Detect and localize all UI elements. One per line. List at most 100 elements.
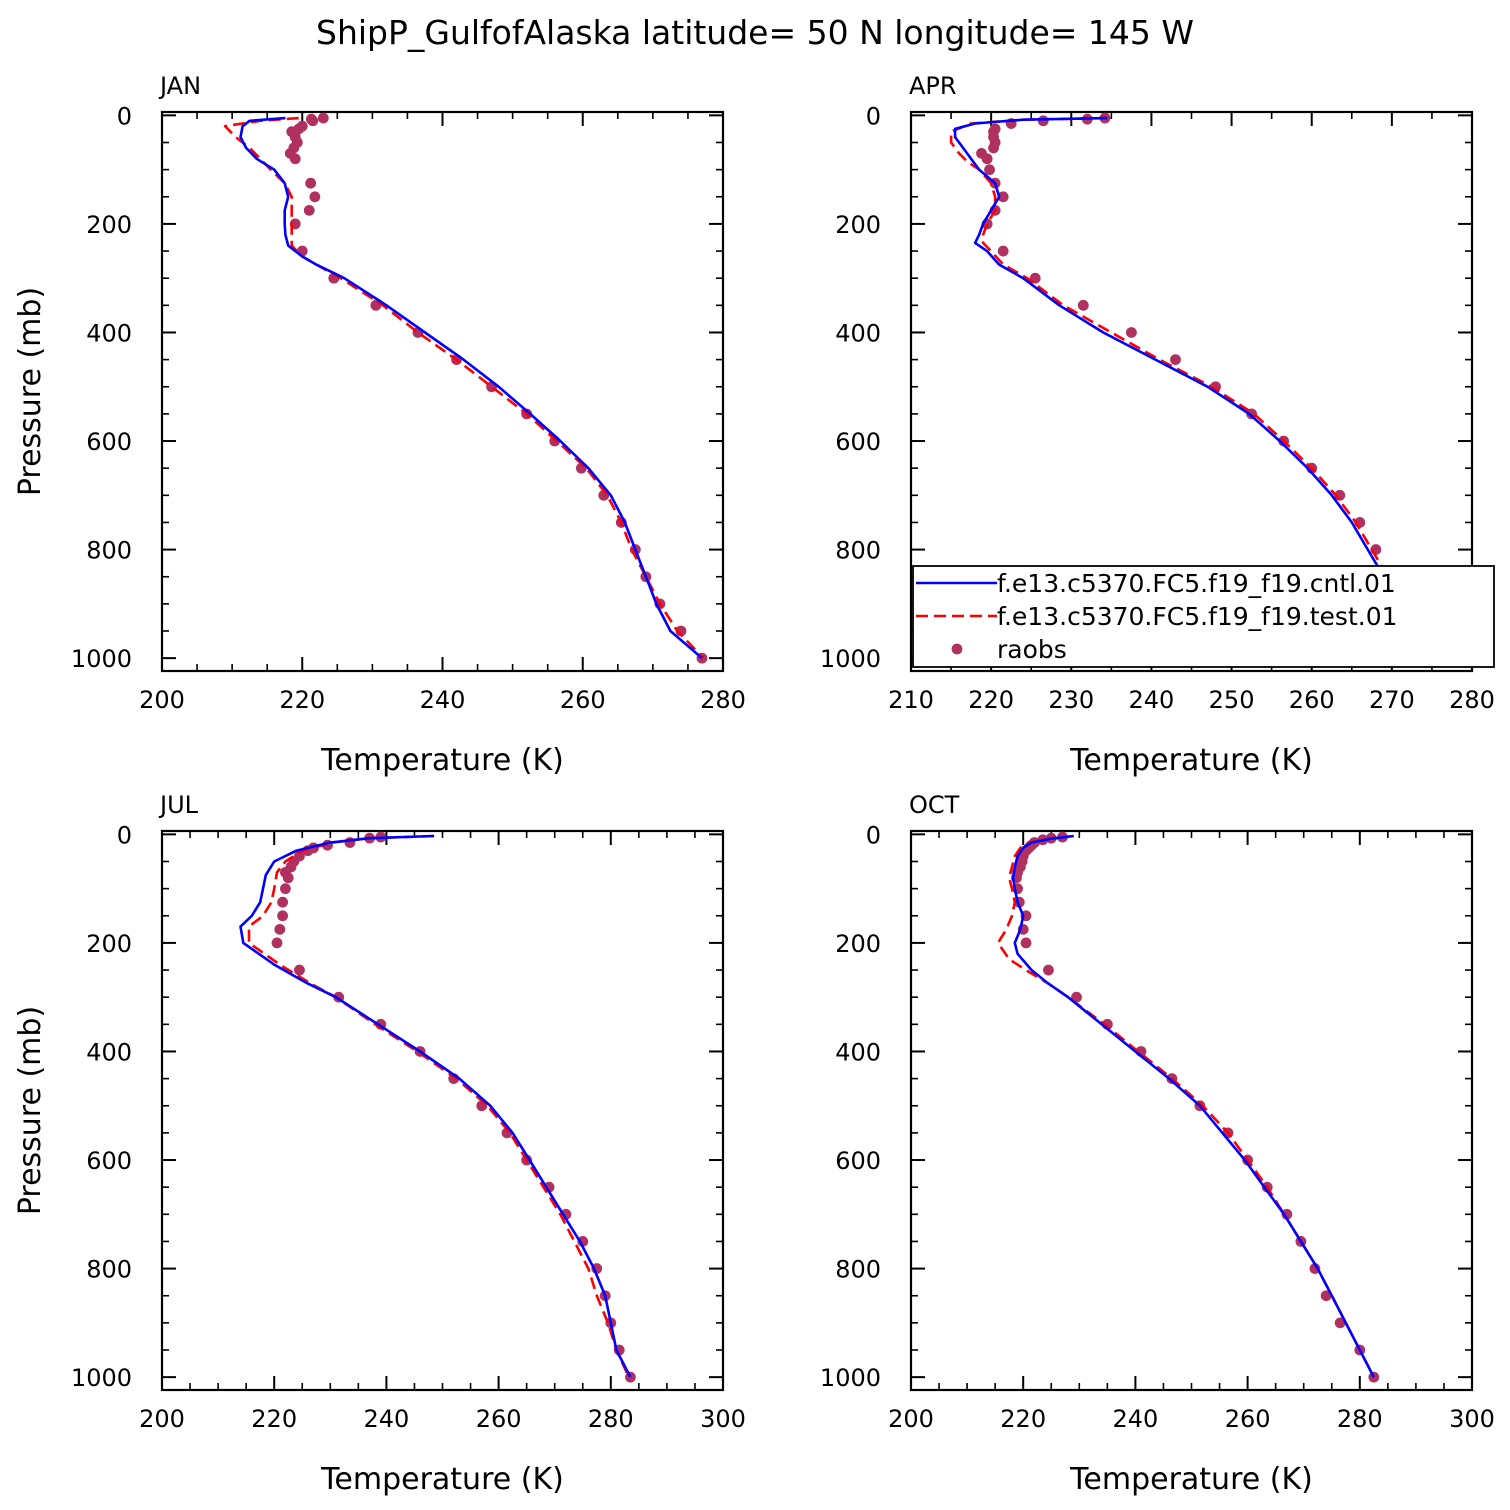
panel-label: JUL — [158, 791, 199, 819]
y-tick-label: 200 — [86, 211, 132, 239]
x-tick-label: 220 — [279, 686, 325, 714]
raobs-point — [1170, 354, 1181, 366]
x-tick-label: 270 — [1369, 686, 1415, 714]
y-tick-label: 0 — [117, 821, 132, 849]
y-tick-label: 200 — [86, 930, 132, 958]
y-tick-label: 800 — [835, 537, 881, 565]
y-tick-label: 800 — [835, 1256, 881, 1284]
raobs-point — [277, 896, 289, 908]
panel-apr: APR 210 220 230 240 250 260 270 280 0 200 400 600 800… — [820, 72, 1495, 778]
raobs-point — [560, 1208, 572, 1220]
raobs-point — [1281, 1208, 1293, 1220]
raobs-point — [1309, 1263, 1321, 1274]
raobs-point — [1020, 937, 1032, 949]
y-tick-label: 200 — [835, 211, 881, 239]
x-tick-label: 240 — [363, 1405, 409, 1433]
x-tick-label: 250 — [1209, 686, 1255, 714]
raobs-point — [305, 177, 317, 189]
figure-title: ShipP_GulfofAlaska latitude= 50 N longit… — [316, 13, 1194, 52]
raobs-point — [1368, 1371, 1380, 1383]
x-tick-label: 210 — [888, 686, 934, 714]
legend: f.e13.c5370.FC5.f19_f19.cntl.01 f.e13.c53… — [912, 565, 1495, 668]
y-tick-label: 1000 — [71, 645, 132, 673]
raobs-point — [294, 964, 305, 976]
x-tick-label: 220 — [251, 1405, 297, 1433]
x-tick-label: 280 — [588, 1405, 634, 1433]
raobs-point — [1320, 1290, 1332, 1302]
legend-test-label: f.e13.c5370.FC5.f19_f19.test.01 — [997, 602, 1398, 631]
test-line — [223, 116, 705, 660]
x-tick-label: 260 — [1289, 686, 1335, 714]
y-tick-label: 1000 — [820, 645, 881, 673]
raobs-point — [303, 204, 315, 216]
x-tick-label: 240 — [1129, 686, 1175, 714]
x-tick-label: 280 — [1337, 1405, 1383, 1433]
y-tick-label: 200 — [835, 930, 881, 958]
raobs-point — [997, 245, 1009, 257]
x-tick-label: 200 — [888, 1405, 934, 1433]
plot-area — [996, 831, 1380, 1383]
x-tick-label: 280 — [700, 686, 746, 714]
x-axis-label: Temperature (K) — [1069, 1462, 1313, 1497]
panel-jan: JAN 200 220 240 260 280 0 200 400 600 800 1000 Tempe… — [13, 72, 746, 778]
raobs-point — [289, 153, 301, 165]
legend-box — [912, 565, 1495, 668]
x-tick-label: 300 — [1449, 1405, 1495, 1433]
plot-area — [239, 831, 636, 1383]
panels-group: JAN 200 220 240 260 280 0 200 400 600 800 1000 Tempe… — [13, 72, 1495, 1497]
y-tick-label: 0 — [866, 821, 881, 849]
cntl-line — [953, 116, 1449, 660]
x-tick-label: 300 — [700, 1405, 746, 1433]
y-tick-label: 400 — [86, 1038, 132, 1066]
x-tick-label: 220 — [1000, 1405, 1046, 1433]
x-tick-label: 230 — [1048, 686, 1094, 714]
raobs-point — [625, 1371, 636, 1383]
x-axis-label: Temperature (K) — [1069, 743, 1313, 778]
x-tick-label: 240 — [1112, 1405, 1158, 1433]
y-tick-label: 600 — [835, 428, 881, 456]
cntl-line — [239, 834, 632, 1378]
x-tick-label: 260 — [560, 686, 606, 714]
raobs-point — [309, 191, 321, 203]
x-tick-label: 220 — [968, 686, 1014, 714]
raobs-point — [277, 910, 289, 922]
legend-raobs-label: raobs — [997, 635, 1067, 664]
x-tick-label: 280 — [1449, 686, 1495, 714]
panel-label: OCT — [909, 791, 960, 819]
y-tick-label: 400 — [835, 319, 881, 347]
plot-area — [223, 112, 708, 664]
x-tick-label: 260 — [1225, 1405, 1271, 1433]
y-tick-label: 600 — [86, 1147, 132, 1175]
raobs-point — [280, 883, 291, 895]
raobs-point — [307, 115, 319, 127]
legend-raobs-marker — [951, 643, 963, 655]
y-tick-label: 600 — [835, 1147, 881, 1175]
raobs-point — [317, 112, 329, 124]
y-tick-label: 1000 — [71, 1364, 132, 1392]
cntl-line — [1011, 834, 1375, 1378]
test-line — [949, 116, 1451, 659]
y-tick-label: 1000 — [820, 1364, 881, 1392]
x-axis-label: Temperature (K) — [320, 743, 564, 778]
raobs-point — [988, 142, 999, 154]
y-axis-label: Pressure (mb) — [13, 1006, 48, 1215]
y-tick-label: 400 — [835, 1038, 881, 1066]
x-tick-label: 260 — [476, 1405, 522, 1433]
cntl-line — [239, 116, 703, 660]
panel-label: JAN — [158, 72, 201, 100]
y-tick-label: 400 — [86, 319, 132, 347]
y-tick-label: 0 — [117, 102, 132, 130]
y-tick-label: 800 — [86, 537, 132, 565]
y-axis-label: Pressure (mb) — [13, 287, 48, 496]
raobs-point — [1043, 964, 1054, 976]
raobs-point — [1077, 299, 1089, 311]
x-axis-label: Temperature (K) — [320, 1462, 564, 1497]
raobs-point — [274, 923, 286, 935]
plot-area — [949, 112, 1458, 664]
raobs-point — [282, 872, 294, 884]
raobs-point — [1125, 327, 1137, 338]
panel-label: APR — [909, 72, 957, 100]
x-tick-label: 240 — [420, 686, 466, 714]
raobs-point — [271, 937, 283, 949]
